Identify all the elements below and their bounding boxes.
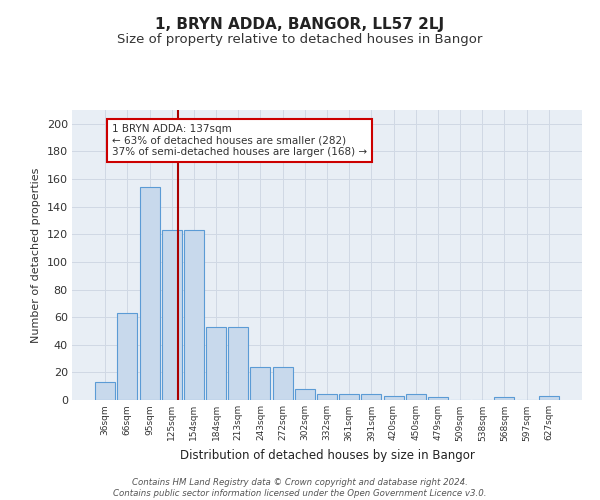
Bar	[250, 367, 271, 400]
Bar	[406, 394, 426, 400]
Bar	[428, 397, 448, 400]
Y-axis label: Number of detached properties: Number of detached properties	[31, 168, 41, 342]
Bar	[118, 313, 137, 400]
Bar	[272, 367, 293, 400]
Text: 1 BRYN ADDA: 137sqm
← 63% of detached houses are smaller (282)
37% of semi-detac: 1 BRYN ADDA: 137sqm ← 63% of detached ho…	[112, 124, 367, 157]
Bar	[184, 230, 204, 400]
Text: Contains HM Land Registry data © Crown copyright and database right 2024.
Contai: Contains HM Land Registry data © Crown c…	[113, 478, 487, 498]
Bar	[494, 397, 514, 400]
Bar	[317, 394, 337, 400]
Bar	[361, 394, 382, 400]
Bar	[140, 188, 160, 400]
Bar	[339, 394, 359, 400]
Bar	[295, 389, 315, 400]
Text: 1, BRYN ADDA, BANGOR, LL57 2LJ: 1, BRYN ADDA, BANGOR, LL57 2LJ	[155, 18, 445, 32]
Bar	[95, 382, 115, 400]
Bar	[539, 396, 559, 400]
Bar	[228, 327, 248, 400]
Bar	[162, 230, 182, 400]
X-axis label: Distribution of detached houses by size in Bangor: Distribution of detached houses by size …	[179, 449, 475, 462]
Bar	[206, 327, 226, 400]
Bar	[383, 396, 404, 400]
Text: Size of property relative to detached houses in Bangor: Size of property relative to detached ho…	[118, 32, 482, 46]
